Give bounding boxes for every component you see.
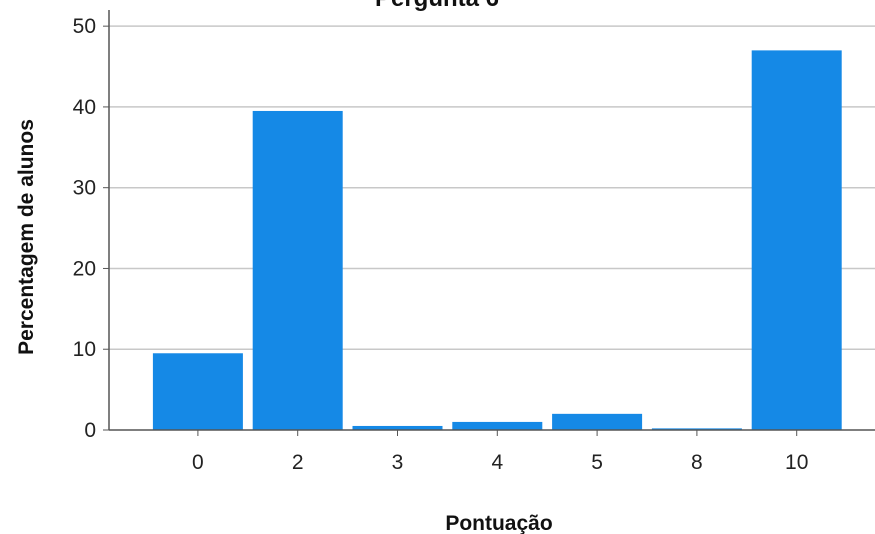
bar-0	[152, 353, 243, 430]
gridlines	[109, 25, 875, 350]
y-tick-label: 40	[73, 96, 96, 119]
bar-10	[751, 50, 842, 431]
chart-title: Pergunta 6	[375, 0, 499, 12]
y-tick-label: 50	[73, 15, 96, 38]
y-tick-labels: 0 10 20 30 40 50	[73, 15, 109, 442]
y-tick-label: 20	[73, 257, 96, 280]
x-tick-label: 2	[292, 451, 304, 474]
x-tick-label: 8	[691, 451, 703, 474]
bar-5	[552, 413, 643, 430]
bars	[152, 50, 842, 431]
y-tick-label: 30	[73, 177, 96, 200]
x-tick-label: 5	[591, 451, 603, 474]
x-tick-label: 3	[392, 451, 404, 474]
x-tick-label: 4	[491, 451, 503, 474]
y-axis-title: Percentagem de alunos	[15, 119, 38, 355]
bar-3	[352, 425, 443, 430]
bar-4	[452, 421, 543, 430]
y-tick-label: 10	[73, 338, 96, 361]
y-tick-label: 0	[84, 419, 96, 442]
x-tick-label: 0	[192, 451, 204, 474]
bar-8	[651, 428, 742, 430]
x-axis-title: Pontuação	[445, 512, 552, 534]
x-tick-label: 10	[785, 451, 808, 474]
bar-2	[252, 110, 343, 430]
x-tick-labels: 0 2 3 4 5 8 10	[192, 430, 808, 474]
